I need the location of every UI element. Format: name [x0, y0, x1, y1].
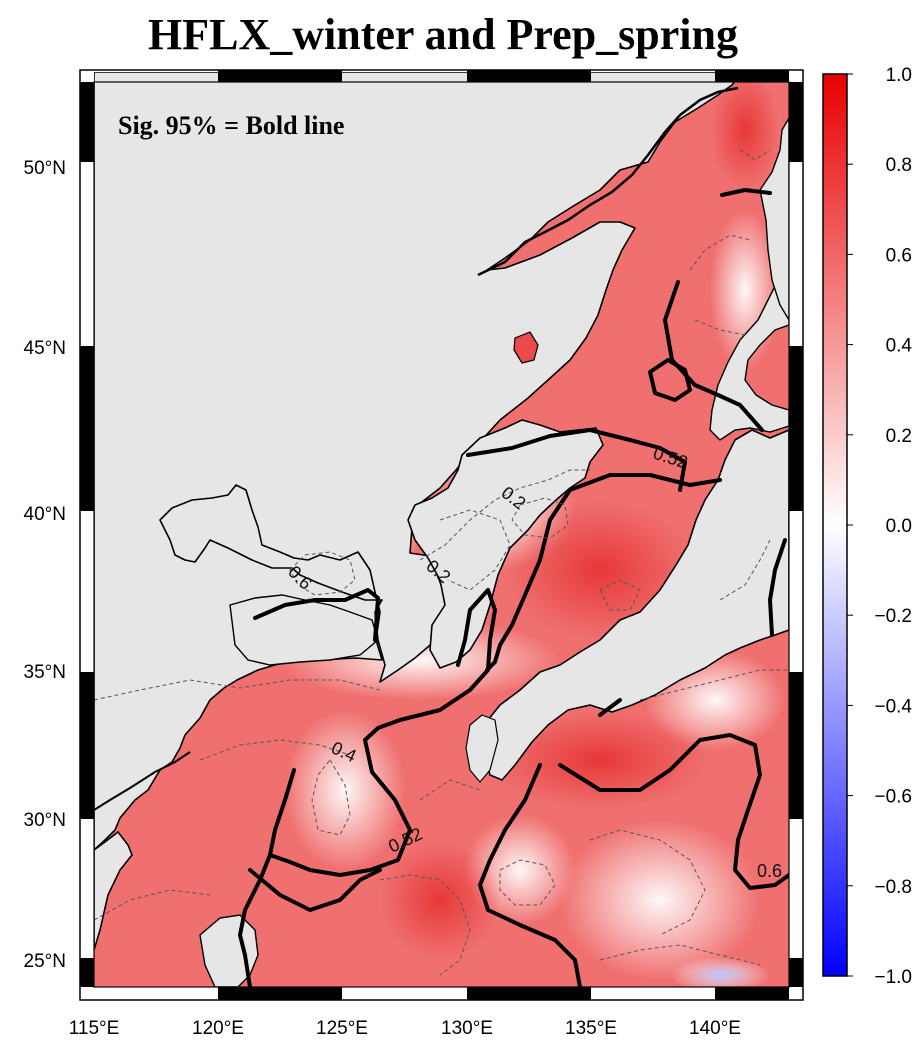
thin-contour [439, 509, 511, 591]
lat-tick-label: 25°N [24, 951, 66, 972]
map-panel: 0.52 0.2 0.2 0.6 0.4 0.52 0.6 Sig. 95% =… [94, 72, 789, 987]
thin-contour [289, 551, 356, 596]
frame-bar [467, 70, 591, 82]
colorbar-tick-label: −1.0 [874, 967, 912, 988]
thin-contour [199, 739, 351, 761]
colorbar-tick-label: −0.4 [874, 696, 912, 717]
thin-contour [419, 469, 590, 561]
sig-contour-bohai [253, 588, 380, 642]
frame-bar [789, 958, 803, 987]
sig-contour-okhotsk [720, 188, 772, 197]
sig-contour-yellow-sea [268, 588, 497, 877]
colorbar-tick-label: −0.6 [874, 787, 912, 808]
colorbar-tick-label: 0.0 [886, 516, 912, 537]
land-hokkaido [709, 269, 789, 441]
outer-frame [79, 69, 804, 1001]
frame-bar [80, 672, 94, 819]
thin-contour [739, 149, 771, 161]
thin-contour [599, 944, 761, 966]
colorbar-tick-label: 0.2 [886, 426, 912, 447]
longitude-axis: 115°E 120°E 125°E 130°E 135°E 140°E [69, 1018, 741, 1039]
figure-title: HFLX_winter and Prep_spring [148, 10, 738, 59]
frame-bar [789, 346, 803, 511]
thin-contour [311, 759, 351, 836]
river-amur [477, 86, 739, 277]
sig-contour-east [768, 538, 787, 637]
frame-bar [789, 82, 803, 162]
significance-note: Sig. 95% = Bold line [118, 111, 344, 140]
lon-tick-label: 140°E [689, 1018, 741, 1039]
colorbar-tick-label: 0.4 [886, 336, 913, 357]
sig-contour-south-1 [248, 868, 382, 912]
land-taiwan [199, 914, 259, 987]
thin-contour [694, 319, 746, 336]
thin-contour [639, 669, 789, 701]
colorbar-ticks: 1.0 0.8 0.6 0.4 0.2 0.0 −0.2 −0.4 −0.6 −0.8 −1.0 [847, 65, 912, 988]
negative-area-southeast [670, 957, 770, 987]
pale-area-southeast [560, 820, 760, 980]
lon-tick-label: 135°E [565, 1018, 617, 1039]
significance-contours [238, 188, 789, 987]
sig-contour-japan-sea-south [485, 473, 722, 672]
frame-bar [218, 70, 342, 82]
land-islet [465, 714, 499, 783]
frame-bar [467, 987, 591, 1000]
colorbar-tick-label: 0.6 [886, 245, 912, 266]
latitude-axis: 50°N 45°N 40°N 35°N 30°N 25°N [24, 158, 66, 972]
thin-contour [719, 539, 771, 601]
frame-bar [80, 346, 94, 511]
thin-contour [94, 679, 381, 701]
frame-bar [218, 987, 342, 1000]
contour-label: 0.6 [757, 861, 782, 881]
frame-bar [789, 672, 803, 819]
pale-area-east-china-sea [285, 710, 405, 870]
inner-frame [93, 81, 790, 988]
sig-contour-japan-sea-mid [466, 428, 687, 492]
lat-tick-label: 30°N [24, 810, 66, 831]
thin-contours [94, 149, 789, 976]
frame-bar [80, 958, 94, 987]
land-south-china [94, 830, 133, 951]
river-yangtze [94, 751, 191, 811]
frame-bar [715, 987, 789, 1000]
lat-tick-label: 35°N [24, 662, 66, 683]
land-sakhalin [759, 116, 789, 322]
land-korea [407, 419, 604, 669]
thin-contour [419, 779, 481, 801]
colorbar-scale [822, 73, 848, 977]
lat-tick-label: 50°N [24, 158, 66, 179]
lon-tick-label: 120°E [192, 1018, 244, 1039]
thin-contour [689, 234, 751, 271]
colorbar: 1.0 0.8 0.6 0.4 0.2 0.0 −0.2 −0.4 −0.6 −0.8 −1.0 [822, 65, 912, 988]
colorbar-tick-label: −0.8 [874, 877, 912, 898]
deep-red-okhotsk [710, 72, 780, 190]
colorbar-tick-label: −0.2 [874, 606, 912, 627]
thin-contour [511, 497, 569, 539]
sig-contour-east-2 [598, 698, 622, 717]
lat-tick-label: 40°N [24, 504, 66, 525]
colorbar-tick-label: 0.8 [886, 155, 912, 176]
colorbar-tick-label: 1.0 [886, 65, 912, 86]
lake-red [513, 331, 539, 364]
sig-contour-south-2 [478, 763, 582, 987]
deep-red-south-japan [490, 710, 710, 810]
frame-bar [715, 70, 789, 82]
lon-tick-label: 130°E [441, 1018, 493, 1039]
lon-tick-label: 125°E [316, 1018, 368, 1039]
thin-contour [589, 829, 706, 936]
frame-bar [80, 82, 94, 162]
sig-contour-small-loop [648, 358, 692, 402]
lon-tick-label: 115°E [69, 1018, 120, 1039]
sig-contour-pacific [558, 733, 789, 890]
sig-contour-japan-sea-north [663, 280, 764, 432]
lat-tick-label: 45°N [24, 338, 66, 359]
thin-contour [379, 874, 471, 976]
map-frame [79, 69, 804, 1001]
